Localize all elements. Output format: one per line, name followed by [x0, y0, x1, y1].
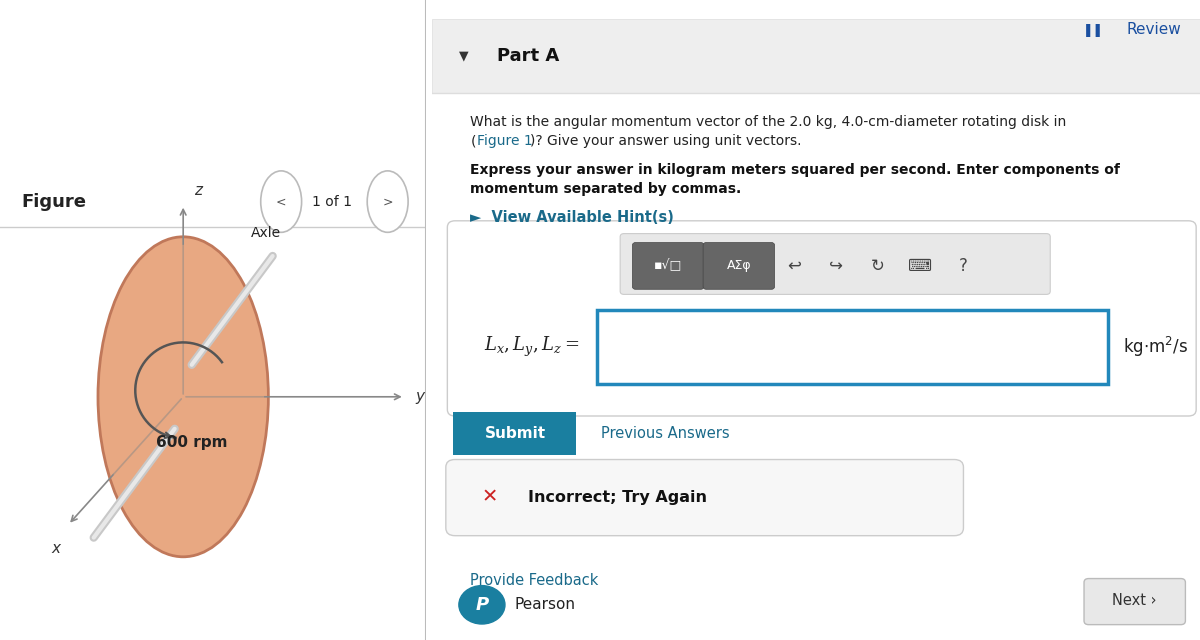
FancyBboxPatch shape [448, 221, 1196, 416]
Text: Previous Answers: Previous Answers [601, 426, 730, 441]
Text: ▪√□: ▪√□ [654, 259, 683, 273]
Circle shape [260, 171, 301, 232]
Text: ?: ? [959, 257, 967, 275]
Text: (: ( [470, 134, 476, 148]
Text: Pearson: Pearson [515, 597, 576, 612]
Text: Next ›: Next › [1112, 593, 1157, 609]
Text: Express your answer in kilogram meters squared per second. Enter components of: Express your answer in kilogram meters s… [470, 163, 1121, 177]
Text: 1 of 1: 1 of 1 [312, 195, 353, 209]
Text: AΣφ: AΣφ [726, 259, 751, 273]
Text: ▼: ▼ [458, 50, 468, 63]
Text: ↩: ↩ [787, 257, 800, 275]
FancyBboxPatch shape [632, 243, 704, 289]
Text: Review: Review [1126, 22, 1181, 37]
FancyBboxPatch shape [432, 19, 1200, 93]
Text: ►  View Available Hint(s): ► View Available Hint(s) [470, 210, 674, 225]
Text: 600 rpm: 600 rpm [156, 435, 228, 450]
FancyBboxPatch shape [703, 243, 774, 289]
Text: momentum separated by commas.: momentum separated by commas. [470, 182, 742, 196]
Text: <: < [276, 195, 287, 208]
Ellipse shape [102, 244, 264, 549]
Text: Figure 1: Figure 1 [476, 134, 533, 148]
Circle shape [367, 171, 408, 232]
Ellipse shape [98, 237, 269, 557]
FancyBboxPatch shape [620, 234, 1050, 294]
FancyBboxPatch shape [452, 412, 576, 455]
Text: Axle: Axle [251, 226, 282, 240]
FancyBboxPatch shape [598, 310, 1108, 384]
Text: Part A: Part A [497, 47, 559, 65]
FancyBboxPatch shape [446, 460, 964, 536]
Text: y: y [415, 389, 425, 404]
Text: ✕: ✕ [481, 488, 498, 507]
Text: ⌨: ⌨ [908, 257, 932, 275]
Text: Figure: Figure [22, 193, 86, 211]
Text: Provide Feedback: Provide Feedback [470, 573, 599, 588]
Text: ↻: ↻ [871, 257, 886, 275]
Text: ↪: ↪ [829, 257, 842, 275]
Text: x: x [52, 541, 60, 556]
Text: )? Give your answer using unit vectors.: )? Give your answer using unit vectors. [530, 134, 802, 148]
Text: What is the angular momentum vector of the 2.0 kg, 4.0-cm-diameter rotating disk: What is the angular momentum vector of t… [470, 115, 1067, 129]
Text: Incorrect; Try Again: Incorrect; Try Again [528, 490, 707, 505]
Circle shape [458, 586, 505, 624]
Text: ❚❚: ❚❚ [1084, 24, 1104, 36]
Text: Submit: Submit [485, 426, 546, 441]
Text: kg$\cdot$m$^2$/s: kg$\cdot$m$^2$/s [1123, 335, 1188, 359]
Text: z: z [194, 184, 202, 198]
FancyBboxPatch shape [1084, 579, 1186, 625]
Text: >: > [383, 195, 392, 208]
Text: P: P [475, 596, 488, 614]
Text: $L_x, L_y, L_z =$: $L_x, L_y, L_z =$ [485, 335, 580, 359]
